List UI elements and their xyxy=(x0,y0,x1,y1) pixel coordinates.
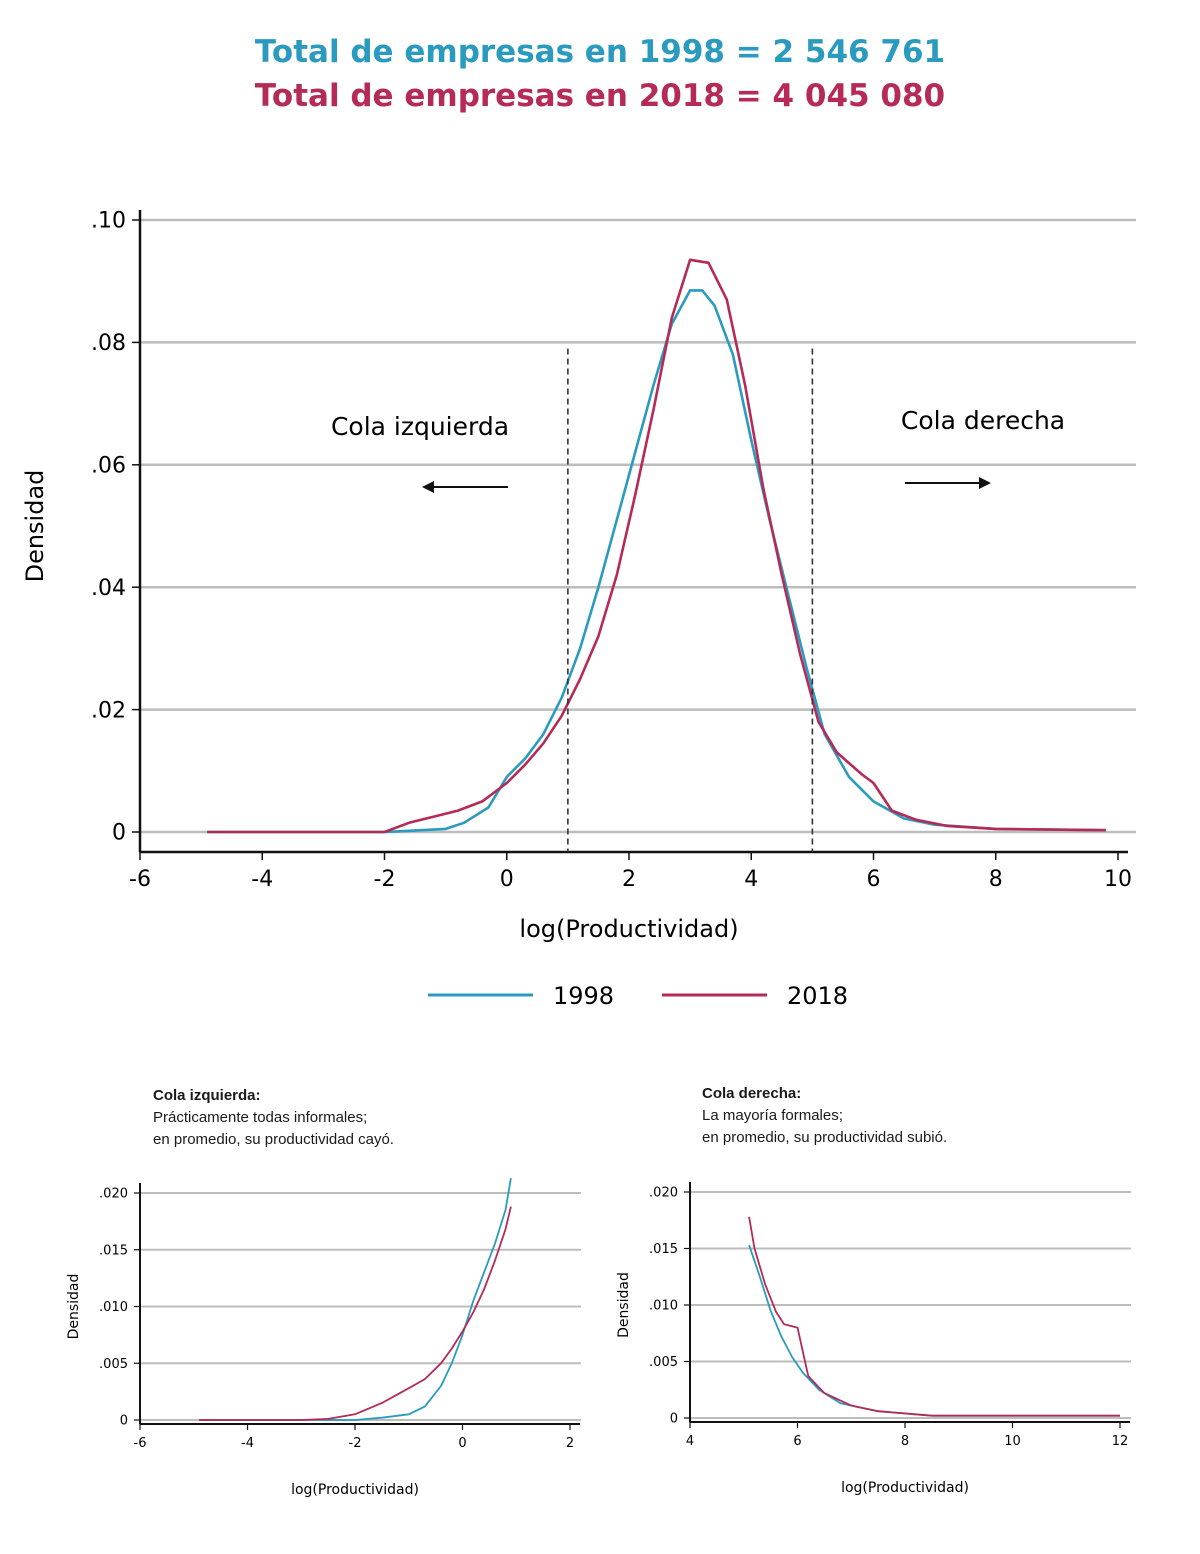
right-tail-x-tick-label: 8 xyxy=(901,1434,909,1449)
right-tail-x-tick-label: 12 xyxy=(1112,1434,1129,1449)
main-y-tick-label: .04 xyxy=(91,576,126,601)
right-tail-x-tick-label: 4 xyxy=(686,1434,694,1449)
left-tail-y-tick-label: .010 xyxy=(99,1300,128,1315)
left-arrow-head xyxy=(422,481,434,493)
main-x-axis-label: log(Productividad) xyxy=(519,915,738,943)
left-tail-x-tick-label: -4 xyxy=(241,1436,254,1451)
right-tail-caption-line-2: en promedio, su productividad subió. xyxy=(702,1129,948,1146)
right-tail-y-axis-label: Densidad xyxy=(616,1272,632,1338)
left-tail-y-tick-label: .005 xyxy=(99,1357,128,1372)
left-tail-x-tick-label: -2 xyxy=(349,1436,362,1451)
left-tail-caption-line-1: Prácticamente todas informales; xyxy=(153,1109,368,1126)
right-tail-x-axis-label: log(Productividad) xyxy=(841,1480,969,1496)
left-tail-x-tick-label: 2 xyxy=(566,1436,574,1451)
main-x-tick-label: 4 xyxy=(744,867,758,892)
main-y-tick-label: .10 xyxy=(91,209,126,234)
right-tail-x-tick-label: 6 xyxy=(793,1434,801,1449)
left-tail-x-tick-label: 0 xyxy=(458,1436,466,1451)
main-x-tick-label: 2 xyxy=(622,867,636,892)
main-x-tick-label: 8 xyxy=(989,867,1003,892)
left-tail-series-1998 xyxy=(199,1178,512,1421)
main-x-tick-label: 6 xyxy=(867,867,881,892)
right-tail-y-tick-label: .005 xyxy=(649,1355,678,1370)
main-x-tick-label: -2 xyxy=(374,867,396,892)
right-tail-y-tick-label: .020 xyxy=(649,1186,678,1201)
right-tail-caption-line-1: La mayoría formales; xyxy=(702,1107,843,1124)
right-tail-x-tick-label: 10 xyxy=(1004,1434,1021,1449)
left-tail-caption-title: Cola izquierda: xyxy=(153,1087,261,1104)
left-tail-y-tick-label: .015 xyxy=(99,1243,128,1258)
annotation-left-tail: Cola izquierda xyxy=(331,412,509,441)
main-y-axis-label: Densidad xyxy=(21,470,49,583)
main-x-tick-label: -4 xyxy=(251,867,273,892)
main-y-tick-label: .08 xyxy=(91,331,126,356)
left-tail-y-axis-label: Densidad xyxy=(66,1274,82,1340)
main-y-tick-label: .06 xyxy=(91,454,126,479)
main-y-tick-label: .02 xyxy=(91,698,126,723)
legend-label-1998: 1998 xyxy=(553,982,614,1010)
left-tail-y-tick-label: .020 xyxy=(99,1187,128,1202)
header-total-1998: Total de empresas en 1998 = 2 546 761 xyxy=(254,34,946,70)
main-series-2018 xyxy=(207,258,1106,834)
right-tail-y-tick-label: .010 xyxy=(649,1299,678,1314)
right-arrow-head xyxy=(979,477,991,489)
main-x-tick-label: 10 xyxy=(1104,867,1132,892)
legend-label-2018: 2018 xyxy=(787,982,848,1010)
right-tail-series-2018 xyxy=(748,1216,1120,1417)
left-tail-x-axis-label: log(Productividad) xyxy=(291,1482,419,1498)
right-tail-y-tick-label: .015 xyxy=(649,1242,678,1257)
right-tail-caption: Cola derecha: La mayoría formales; en pr… xyxy=(702,1083,947,1149)
annotation-right-tail: Cola derecha xyxy=(901,406,1065,435)
left-tail-y-tick-label: 0 xyxy=(120,1414,128,1429)
main-series-1998 xyxy=(207,289,1106,834)
main-y-tick-label: 0 xyxy=(112,821,126,846)
main-x-tick-label: -6 xyxy=(129,867,151,892)
header-total-2018: Total de empresas en 2018 = 4 045 080 xyxy=(254,78,946,114)
left-tail-series-2018 xyxy=(199,1206,512,1421)
right-tail-caption-title: Cola derecha: xyxy=(702,1085,802,1102)
left-tail-caption-line-2: en promedio, su productividad cayó. xyxy=(153,1131,394,1148)
main-x-tick-label: 0 xyxy=(500,867,514,892)
left-tail-caption: Cola izquierda: Prácticamente todas info… xyxy=(153,1085,394,1151)
left-tail-x-tick-label: -6 xyxy=(134,1436,147,1451)
right-tail-y-tick-label: 0 xyxy=(670,1412,678,1427)
right-tail-series-1998 xyxy=(748,1244,1120,1417)
